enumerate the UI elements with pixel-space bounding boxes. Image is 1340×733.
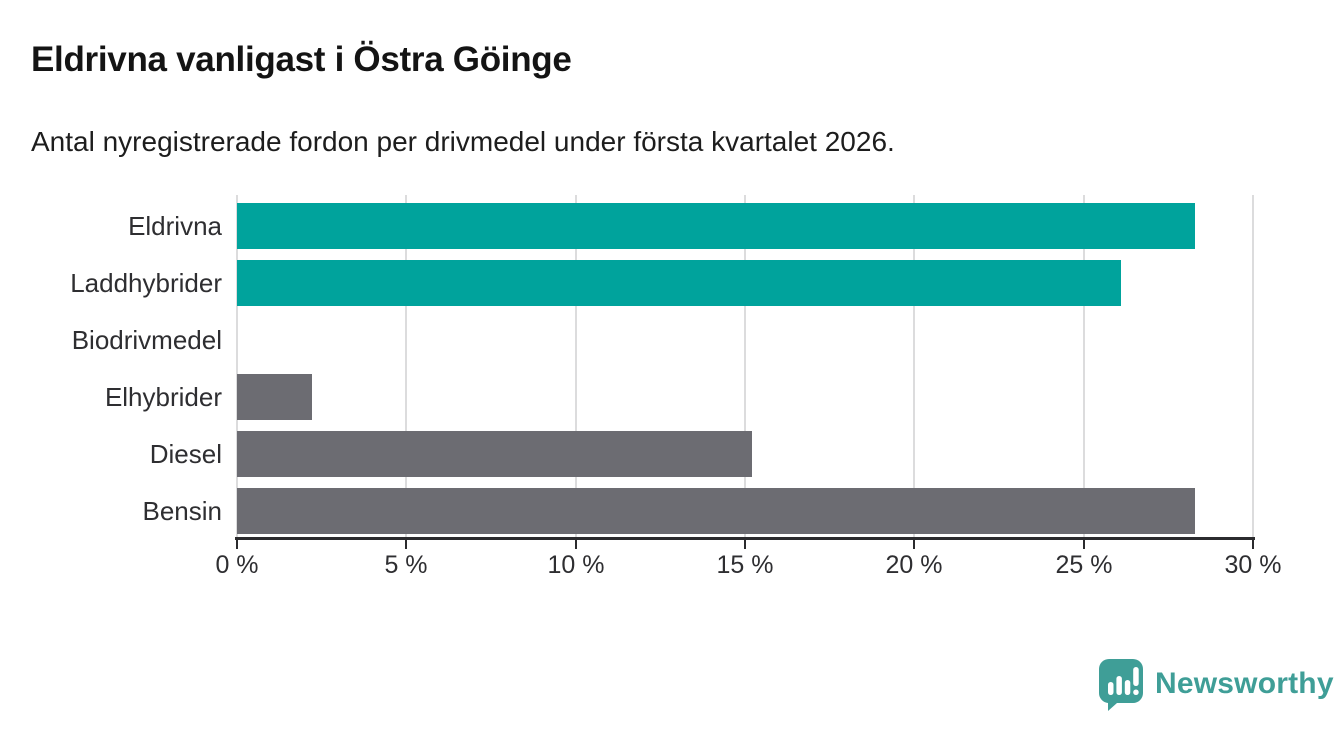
- gridline: [405, 195, 407, 538]
- x-axis-tick-label: 25 %: [1055, 551, 1113, 579]
- category-label: Bensin: [142, 496, 223, 526]
- x-axis-tick-label: 0 %: [215, 551, 259, 579]
- gridline: [236, 195, 238, 538]
- x-axis-tick: [405, 540, 407, 549]
- category-label: Eldrivna: [128, 211, 222, 241]
- category-axis-labels: Eldrivna Laddhybrider Biodrivmedel Elhybrid…: [0, 195, 222, 538]
- x-axis-tick-label: 20 %: [885, 551, 943, 579]
- brand-footer: Newsworthy: [1098, 657, 1334, 711]
- category-label: Elhybrider: [104, 382, 222, 412]
- gridline: [1252, 195, 1254, 538]
- newsworthy-logo-icon: [1098, 658, 1143, 711]
- x-axis-tick-label: 30 %: [1224, 551, 1282, 579]
- chart-subtitle: Antal nyregistrerade fordon per drivmede…: [31, 126, 895, 157]
- gridline: [913, 195, 915, 538]
- gridline: [1083, 195, 1085, 538]
- bar-eldrivna: [237, 203, 1196, 249]
- x-axis-tick: [1083, 540, 1085, 549]
- plot-area: 0 % 5 % 10 % 15 % 20 % 25 % 30 %: [215, 195, 1281, 579]
- bar-bensin: [237, 488, 1196, 534]
- x-axis-tick: [575, 540, 577, 549]
- category-label: Diesel: [149, 439, 222, 469]
- brand-name: Newsworthy: [1155, 667, 1334, 700]
- bar-diesel: [237, 431, 752, 477]
- gridline: [575, 195, 577, 538]
- gridline: [744, 195, 746, 538]
- x-axis-tick: [1252, 540, 1254, 549]
- x-axis-line: [235, 537, 1255, 540]
- bar-laddhybrider: [237, 260, 1121, 306]
- x-axis-tick-label: 5 %: [384, 551, 428, 579]
- chart-title: Eldrivna vanligast i Östra Göinge: [31, 40, 572, 79]
- x-axis-tick: [913, 540, 915, 549]
- x-axis-tick: [744, 540, 746, 549]
- x-axis-tick-label: 10 %: [547, 551, 605, 579]
- bar-elhybrider: [237, 374, 312, 420]
- category-label: Biodrivmedel: [71, 325, 222, 355]
- x-axis-tick: [236, 540, 238, 549]
- x-axis-tick-label: 15 %: [716, 551, 774, 579]
- category-label: Laddhybrider: [70, 268, 222, 298]
